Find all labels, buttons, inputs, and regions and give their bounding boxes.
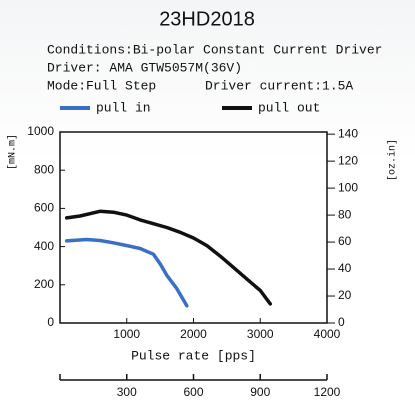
y-tick-label: 600 bbox=[34, 201, 54, 215]
y2-tick-label: 20 bbox=[338, 288, 352, 302]
x-tick-label: 1000 bbox=[113, 327, 140, 341]
curve bbox=[64, 209, 273, 306]
y2-tick-label: 60 bbox=[338, 234, 352, 248]
y2-tick-label: 120 bbox=[338, 153, 358, 167]
y-tick-label: 1000 bbox=[27, 124, 54, 138]
y-tick-label: 0 bbox=[47, 315, 54, 329]
y-tick-label: 200 bbox=[34, 277, 54, 291]
y-tick-label: 800 bbox=[34, 162, 54, 176]
legend-label: pull in bbox=[96, 100, 151, 115]
y2-tick-label: 140 bbox=[338, 126, 358, 140]
condition-text: Mode:Full Step bbox=[47, 78, 156, 93]
x-axis-label: Pulse rate [pps] bbox=[131, 348, 256, 363]
chart-title: 23HD2018 bbox=[159, 8, 255, 30]
x-tick-label: 4000 bbox=[314, 327, 341, 341]
x2-tick-label: 1200 bbox=[314, 385, 341, 399]
y2-tick-label: 100 bbox=[338, 180, 358, 194]
x-tick-label: 2000 bbox=[180, 327, 207, 341]
x2-tick-label: 600 bbox=[183, 385, 203, 399]
y-axis-label: [mN.m] bbox=[7, 134, 19, 170]
y2-axis-label: [oz.in] bbox=[387, 139, 399, 181]
y2-tick-label: 0 bbox=[338, 315, 345, 329]
y-tick-label: 400 bbox=[34, 239, 54, 253]
curve bbox=[64, 237, 189, 308]
y2-tick-label: 40 bbox=[338, 261, 352, 275]
condition-text: Conditions:Bi-polar Constant Current Dri… bbox=[47, 42, 382, 57]
x2-tick-label: 900 bbox=[250, 385, 270, 399]
x2-tick-label: 300 bbox=[117, 385, 137, 399]
plot-frame bbox=[59, 131, 328, 324]
condition-text: Driver current:1.5A bbox=[205, 78, 353, 93]
y2-tick-label: 80 bbox=[338, 207, 352, 221]
x-tick-label: 3000 bbox=[247, 327, 274, 341]
condition-text: Driver: AMA GTW5057M(36V) bbox=[47, 60, 242, 75]
legend-label: pull out bbox=[258, 100, 320, 115]
